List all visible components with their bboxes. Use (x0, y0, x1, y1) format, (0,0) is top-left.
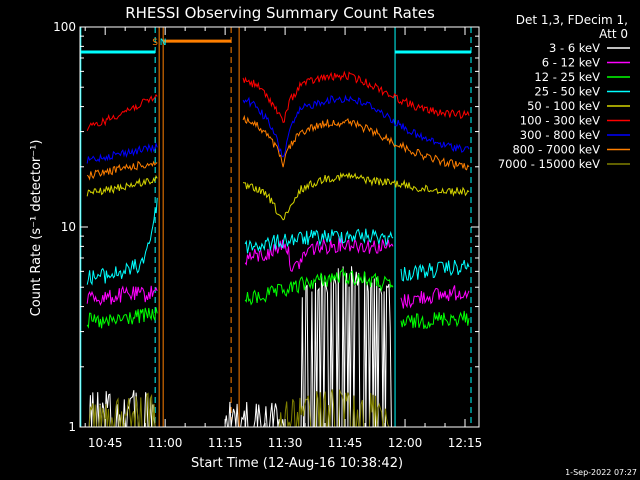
series-line-0-2 (224, 401, 286, 428)
series-line-1-0 (86, 285, 158, 306)
series-line-2-2 (400, 310, 470, 329)
y-tick-label-2: 100 (53, 20, 76, 34)
x-axis-label: Start Time (12-Aug-16 10:38:42) (191, 456, 403, 471)
series-line-6-0 (86, 141, 158, 164)
series-line-1-2 (400, 285, 470, 309)
series-line-2-0 (86, 307, 158, 329)
legend-label-8: 7000 - 15000 keV (498, 157, 600, 171)
legend-label-3: 25 - 50 keV (534, 85, 600, 99)
x-tick-label-0: 10:45 (88, 436, 123, 450)
legend-label-0: 3 - 6 keV (549, 41, 600, 55)
annotation-n: N (160, 38, 167, 48)
series-line-3-1 (244, 228, 394, 254)
series-line-5-0 (86, 93, 158, 132)
series-line-7-0 (86, 160, 158, 181)
chart-title: RHESSI Observing Summary Count Rates (125, 4, 435, 22)
legend-label-4: 50 - 100 keV (527, 99, 600, 113)
x-tick-label-5: 12:00 (388, 436, 423, 450)
x-tick-label-1: 11:00 (148, 436, 183, 450)
y-tick-label-0: 1 (68, 420, 76, 434)
annotation-s: S (152, 38, 158, 48)
y-tick-label-1: 10 (61, 220, 76, 234)
x-tick-label-3: 11:30 (268, 436, 303, 450)
x-tick-label-4: 11:45 (328, 436, 363, 450)
y-axis-label: Count Rate (s⁻¹ detector⁻¹) (29, 140, 44, 317)
legend-label-7: 800 - 7000 keV (512, 143, 600, 157)
series-line-3-0 (86, 197, 158, 286)
series-line-3-2 (400, 259, 470, 282)
legend-label-2: 12 - 25 keV (534, 70, 600, 84)
series-line-5-1 (242, 70, 470, 124)
series-line-7-1 (242, 114, 470, 171)
series-line-4-1 (242, 171, 470, 221)
legend-label-6: 300 - 800 keV (520, 128, 600, 142)
legend-header-line-1: Det 1,3, FDecim 1, (516, 13, 628, 27)
series-line-4-0 (86, 174, 158, 197)
series-line-2-1 (244, 267, 394, 306)
legend-label-5: 100 - 300 keV (520, 114, 600, 128)
x-tick-label-6: 12:15 (448, 436, 483, 450)
series-line-1-1 (244, 236, 394, 273)
footer-date: 1-Sep-2022 07:27 (565, 468, 637, 477)
x-tick-label-2: 11:15 (208, 436, 243, 450)
legend-header-line-2: Att 0 (599, 27, 628, 41)
series-line-6-1 (242, 94, 470, 158)
legend-label-1: 6 - 12 keV (542, 56, 600, 70)
axes: 1 10 100 10:45 11:00 11:15 11:30 11:45 12:00 12:1… (53, 20, 482, 450)
